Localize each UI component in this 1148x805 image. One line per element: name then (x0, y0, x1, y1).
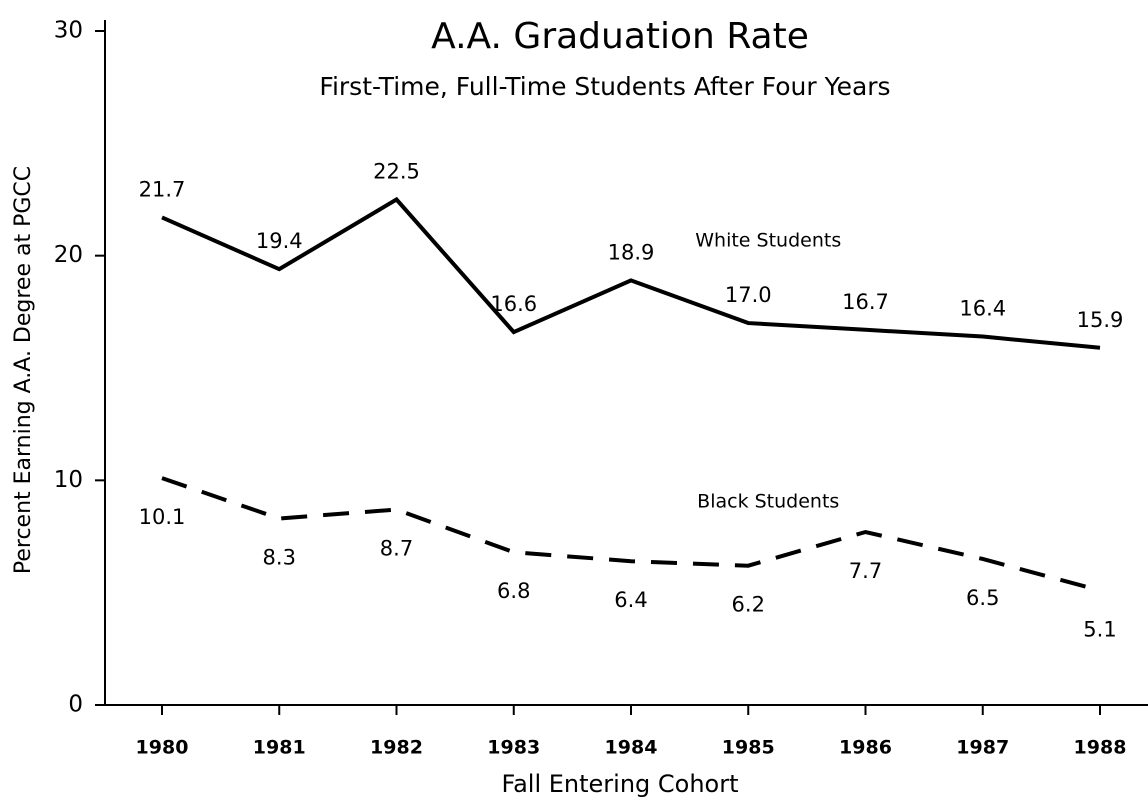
x-axis-label: Fall Entering Cohort (501, 770, 738, 798)
x-tick-label: 1985 (722, 737, 775, 759)
x-tick-label: 1982 (370, 737, 423, 759)
data-label: 18.9 (608, 240, 655, 264)
y-tick-label: 20 (54, 242, 83, 268)
data-label: 6.8 (497, 579, 530, 603)
y-axis-label: Percent Earning A.A. Degree at PGCC (11, 166, 36, 574)
data-label: 6.5 (966, 586, 999, 610)
data-label: 17.0 (725, 283, 772, 307)
y-tick-label: 30 (54, 18, 83, 44)
y-tick-label: 0 (68, 692, 83, 718)
data-label: 7.7 (849, 559, 882, 583)
data-label: 15.9 (1077, 308, 1124, 332)
data-label: 19.4 (256, 229, 303, 253)
chart-title: A.A. Graduation Rate (431, 16, 809, 57)
data-label: 8.7 (380, 537, 413, 561)
data-label: 22.5 (373, 160, 420, 184)
x-tick-label: 1986 (839, 737, 892, 759)
data-label: 6.2 (732, 593, 765, 617)
x-tick-label: 1987 (956, 737, 1009, 759)
x-tick-label: 1983 (487, 737, 540, 759)
data-label: 16.7 (842, 290, 889, 314)
series-line (161, 476, 1101, 593)
data-label: 8.3 (263, 546, 296, 570)
series-label: Black Students (697, 491, 839, 513)
y-tick-label: 10 (54, 467, 83, 493)
x-tick-label: 1984 (605, 737, 658, 759)
chart-subtitle: First-Time, Full-Time Students After Fou… (319, 72, 890, 101)
x-tick-label: 1981 (253, 737, 306, 759)
data-label: 6.4 (614, 588, 647, 612)
x-tick-label: 1988 (1074, 737, 1127, 759)
series-label: White Students (695, 230, 841, 252)
data-label: 10.1 (139, 505, 186, 529)
data-label: 16.6 (490, 292, 537, 316)
data-label: 16.4 (959, 297, 1006, 321)
x-tick-label: 1980 (136, 737, 189, 759)
data-label: 21.7 (139, 177, 186, 201)
series-line (161, 196, 1101, 350)
data-label: 5.1 (1083, 617, 1116, 641)
